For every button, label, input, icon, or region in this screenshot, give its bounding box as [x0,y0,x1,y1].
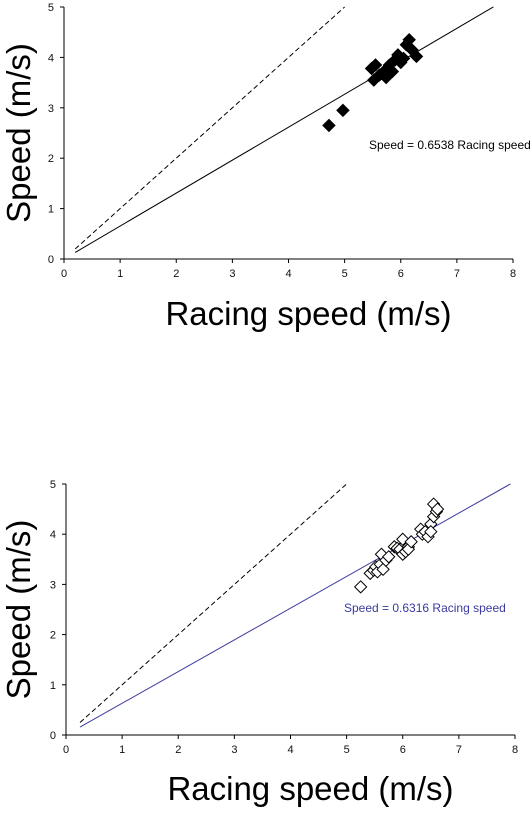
regression-line [74,6,494,253]
data-point [404,535,418,549]
x-axis-title: Racing speed (m/s) [165,295,451,332]
y-tick-label: 3 [48,103,54,115]
y-tick-label: 2 [48,153,54,165]
y-tick-label: 3 [50,579,56,591]
x-tick-label: 7 [454,268,460,280]
data-point [368,58,383,72]
equation-annotation: Speed = 0.6538 Racing speed [369,138,531,152]
data-point [336,103,350,118]
data-point [424,524,438,539]
x-tick-label: 6 [400,744,406,756]
y-tick-label: 4 [50,529,56,541]
top-chart-panel: 0 1 2 3 4 5 6 7 8 0 1 2 3 4 5 Speed = 0.6538 Racing spe… [0,2,531,332]
y-axis-title: Speed (m/s) [0,520,37,700]
regression-line [79,483,511,728]
x-tick-label: 5 [342,268,348,280]
y-tick-label: 2 [50,630,56,642]
y-tick-label: 0 [50,730,56,742]
x-tick-label: 7 [456,744,462,756]
data-point [409,49,424,64]
x-tick-label: 4 [285,268,291,280]
identity-line [74,6,345,250]
y-tick-label: 1 [50,680,56,692]
x-tick-label: 1 [117,268,123,280]
x-tick-label: 2 [173,268,179,280]
data-point [430,502,445,516]
x-tick-label: 0 [63,744,69,756]
data-point [385,64,400,79]
x-tick-label: 5 [344,744,350,756]
x-tick-label: 3 [229,268,235,280]
x-tick-label: 0 [61,268,67,280]
x-tick-label: 2 [175,744,181,756]
x-tick-label: 8 [510,268,516,280]
x-tick-label: 6 [398,268,404,280]
x-axis-title: Racing speed (m/s) [167,770,453,807]
y-tick-label: 4 [48,52,54,64]
x-tick-label: 1 [119,744,125,756]
x-tick-label: 4 [287,744,293,756]
identity-line [79,483,347,723]
data-point [382,550,396,564]
data-point [353,580,368,594]
y-tick-label: 1 [48,204,54,216]
x-tick-label: 3 [231,744,237,756]
data-point [322,118,336,133]
y-tick-label: 5 [48,2,54,14]
y-axis-title: Speed (m/s) [0,43,37,223]
bottom-chart-panel: 0 1 2 3 4 5 6 7 8 0 1 2 3 4 5 Speed = 0.6316 Racing spe… [0,479,518,807]
y-tick-label: 5 [50,479,56,491]
data-point [396,51,411,66]
y-tick-label: 0 [48,254,54,266]
equation-annotation: Speed = 0.6316 Racing speed [344,601,506,615]
x-tick-label: 8 [512,744,518,756]
